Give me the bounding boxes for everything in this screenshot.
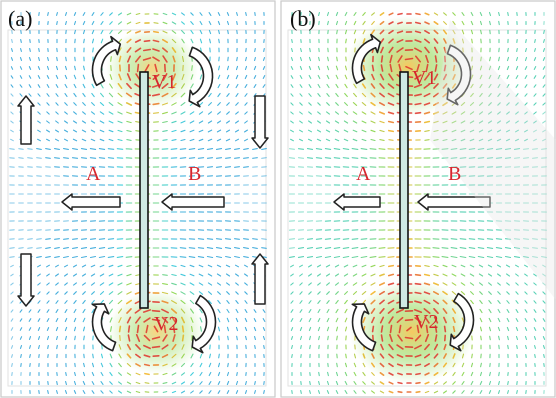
flow-arrow bbox=[17, 253, 35, 307]
flow-arrow bbox=[333, 193, 381, 211]
flow-arrow bbox=[417, 193, 491, 211]
vortex-label-v2-a: V2 bbox=[154, 313, 179, 335]
flow-field-a bbox=[0, 0, 276, 398]
flow-arrow bbox=[17, 95, 35, 145]
panel-label-a: (a) bbox=[8, 6, 33, 31]
region-label-b-right-b: B bbox=[448, 163, 462, 185]
velocity-vectors bbox=[9, 12, 267, 394]
flow-arrow bbox=[251, 95, 269, 149]
vortex-label-v2-b: V2 bbox=[414, 311, 439, 333]
vortex-label-v1-b: V1 bbox=[412, 67, 437, 89]
panel-b: (b) V1 V2 A B bbox=[280, 0, 556, 398]
region-label-a-left-b: A bbox=[356, 163, 371, 185]
region-label-b-right: B bbox=[188, 163, 202, 185]
region-label-a-left: A bbox=[86, 163, 101, 185]
flow-field-b bbox=[280, 0, 556, 398]
flow-arrow bbox=[161, 193, 225, 211]
panel-a: (a) V1 V2 A B bbox=[0, 0, 276, 398]
vortex-label-v1-a: V1 bbox=[152, 71, 177, 93]
flow-arrow bbox=[251, 253, 269, 305]
flow-arrow bbox=[61, 193, 121, 211]
watermark-band bbox=[430, 20, 556, 300]
panel-label-b: (b) bbox=[290, 6, 316, 31]
velocity-vectors bbox=[288, 11, 547, 394]
